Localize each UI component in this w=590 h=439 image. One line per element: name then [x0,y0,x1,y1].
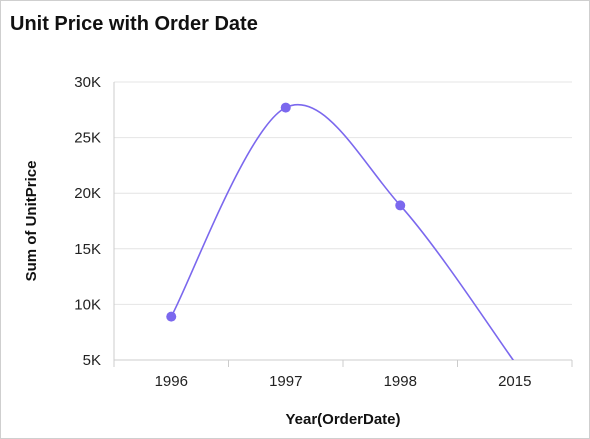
y-tick-label: 15K [74,241,101,258]
axes: 5K 10K 15K 20K 25K 30K 1996 1997 1998 2015 [74,74,573,390]
series-line-layer [170,104,515,360]
chart-title: Unit Price with Order Date [10,13,258,35]
x-tick-label: 1997 [269,373,302,390]
y-tick-label: 5K [83,352,101,369]
data-point [280,102,291,113]
y-tick-label: 20K [74,185,101,202]
y-tick-label: 10K [74,296,101,313]
y-axis-title: Sum of UnitPrice [23,161,40,282]
y-tick-label: 30K [74,74,101,91]
x-tick-label: 1998 [384,373,417,390]
x-tick-label: 2015 [498,373,531,390]
data-points [166,102,406,322]
y-tick-label: 25K [74,130,101,147]
x-axis-title: Year(OrderDate) [285,411,400,428]
data-point [166,311,177,322]
gridlines [114,81,572,305]
data-point [395,200,406,211]
x-tick-label: 1996 [155,373,188,390]
series-line [170,104,515,360]
